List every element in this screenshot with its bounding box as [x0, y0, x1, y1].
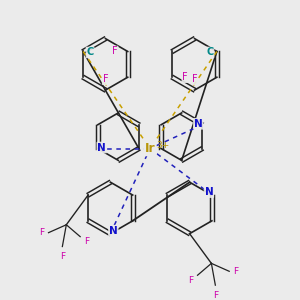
Text: N: N	[194, 119, 203, 129]
Text: F: F	[112, 46, 118, 56]
Text: N: N	[97, 142, 106, 152]
Text: F: F	[39, 228, 44, 237]
Text: F: F	[85, 237, 90, 246]
Text: F: F	[182, 72, 188, 82]
Text: N: N	[109, 226, 118, 236]
Text: F: F	[60, 252, 65, 261]
Text: C: C	[86, 47, 94, 58]
Text: 3+: 3+	[156, 141, 170, 150]
Text: Ir: Ir	[145, 142, 155, 155]
Text: F: F	[234, 267, 239, 276]
Text: C: C	[206, 47, 214, 58]
Text: N: N	[205, 187, 213, 197]
Text: F: F	[192, 74, 197, 84]
Text: F: F	[103, 74, 108, 84]
Text: F: F	[188, 276, 193, 285]
Text: F: F	[213, 291, 218, 300]
